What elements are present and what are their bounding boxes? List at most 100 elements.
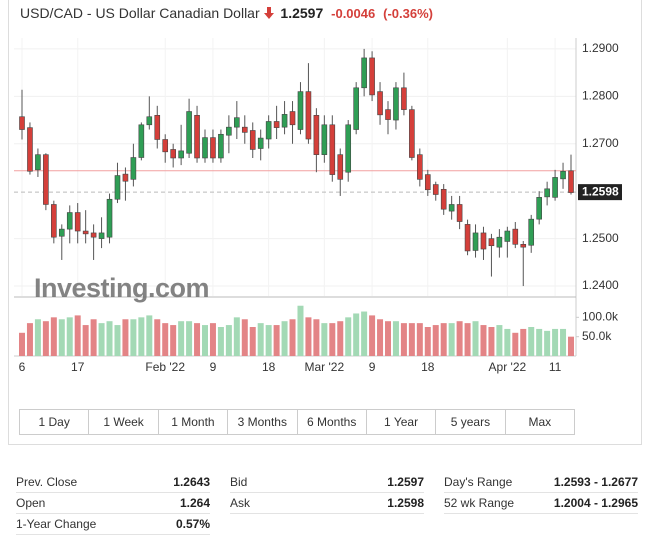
candle-body (66, 212, 73, 230)
candle-body (194, 115, 200, 159)
quote-header: USD/CAD - US Dollar Canadian Dollar 1.25… (20, 5, 433, 21)
candle-body (512, 228, 519, 245)
range-button[interactable]: 1 Month (159, 410, 229, 434)
volume-bar (233, 317, 240, 356)
last-price-label: 1.2598 (582, 184, 619, 198)
candle-body (98, 232, 105, 239)
volume-bar (154, 319, 161, 356)
stat-value: 1.2597 (387, 475, 424, 489)
volume-bar (249, 327, 256, 356)
stat-label: Prev. Close (16, 475, 78, 489)
volume-bar (194, 323, 201, 356)
volume-bar (520, 328, 527, 356)
range-buttons: 1 Day 1 Week 1 Month 3 Months 6 Months 1 Year… (19, 409, 575, 435)
candle-body (114, 175, 121, 200)
range-button[interactable]: 5 years (436, 410, 506, 434)
candle-body (241, 126, 248, 133)
range-button[interactable]: 1 Week (89, 410, 159, 434)
candle-body (496, 236, 503, 248)
candle-body (218, 133, 224, 159)
volume-bar (225, 325, 232, 356)
stats-cell: Ask 1.2598 (230, 493, 424, 514)
change-pct: (-0.36%) (383, 6, 433, 21)
candle-body (234, 117, 240, 128)
candle-body (257, 137, 264, 149)
stat-value: 1.2643 (173, 475, 210, 489)
candle-body (353, 87, 359, 130)
stat-label: 1-Year Change (16, 517, 97, 531)
volume-bar (26, 323, 33, 356)
down-arrow (263, 7, 274, 19)
y-tick-label: 1.2800 (582, 89, 619, 103)
range-button[interactable]: 6 Months (298, 410, 367, 434)
volume-bar (321, 323, 328, 356)
volume-bar (448, 323, 455, 356)
stat-value: 1.2598 (387, 496, 424, 510)
candle-body (377, 91, 383, 116)
volume-bar (464, 323, 471, 356)
volume-bar (186, 321, 193, 356)
candle-body (480, 232, 487, 250)
volume-bar (480, 325, 487, 356)
candle-body (409, 109, 415, 158)
volume-bar (209, 323, 216, 356)
volume-bar (82, 325, 89, 356)
candle-body (43, 154, 49, 205)
volume-bar (114, 325, 121, 356)
stats-cell: Bid 1.2597 (230, 472, 424, 493)
stats-cell: Open 1.264 (16, 493, 210, 514)
candle-body (289, 111, 296, 126)
volume-bar (241, 319, 248, 356)
x-tick-label: Apr '22 (489, 360, 527, 374)
candle-body (385, 109, 391, 120)
range-button[interactable]: 3 Months (228, 410, 298, 434)
x-tick-label: 17 (71, 360, 85, 374)
candle-body (19, 116, 25, 130)
volume-bar (385, 321, 391, 356)
volume-bar (98, 323, 105, 356)
symbol: USD/CAD - US Dollar Canadian Dollar (20, 5, 260, 21)
y-tick-label: 1.2900 (582, 41, 619, 55)
y-tick-label: 1.2700 (582, 136, 619, 150)
volume-bar (106, 321, 113, 356)
volume-bar (408, 323, 415, 356)
y-tick-label: 1.2400 (582, 278, 619, 292)
volume-bar (50, 317, 57, 356)
candle-body (456, 204, 463, 222)
volume-bar (217, 327, 224, 356)
volume-bar (146, 315, 153, 356)
stat-label: Ask (230, 496, 251, 510)
volume-bar (345, 317, 352, 356)
volume-tick-label: 100.0k (582, 310, 619, 324)
candle-body (424, 174, 431, 191)
candle-body (544, 188, 550, 198)
stat-value: 1.264 (179, 496, 210, 510)
volume-bar (472, 321, 479, 356)
volume-bar (568, 336, 574, 356)
volume-bar (34, 319, 41, 356)
candle-body (210, 137, 216, 159)
candle-body (249, 130, 256, 150)
candle-body (51, 204, 57, 238)
watermark: Investing.com (34, 273, 209, 303)
candle-body (130, 157, 137, 180)
volume-bar (361, 311, 368, 356)
candle-body (329, 124, 336, 175)
candle-body (74, 212, 81, 232)
candle-body (226, 126, 232, 136)
volume-bar (536, 328, 543, 356)
range-button[interactable]: Max (528, 415, 552, 429)
range-button[interactable]: 1 Year (367, 410, 437, 434)
candle-body (504, 230, 511, 242)
volume-bar (202, 325, 208, 356)
range-button[interactable]: 1 Day (20, 410, 90, 434)
candle-body (305, 91, 312, 140)
stat-value: 0.57% (175, 517, 210, 531)
volume-bar (416, 323, 423, 356)
x-tick-label: 11 (549, 360, 562, 374)
stat-label: Open (16, 496, 46, 510)
volume-bar (432, 325, 439, 356)
candle-body (106, 198, 113, 238)
volume-bar (512, 332, 519, 356)
